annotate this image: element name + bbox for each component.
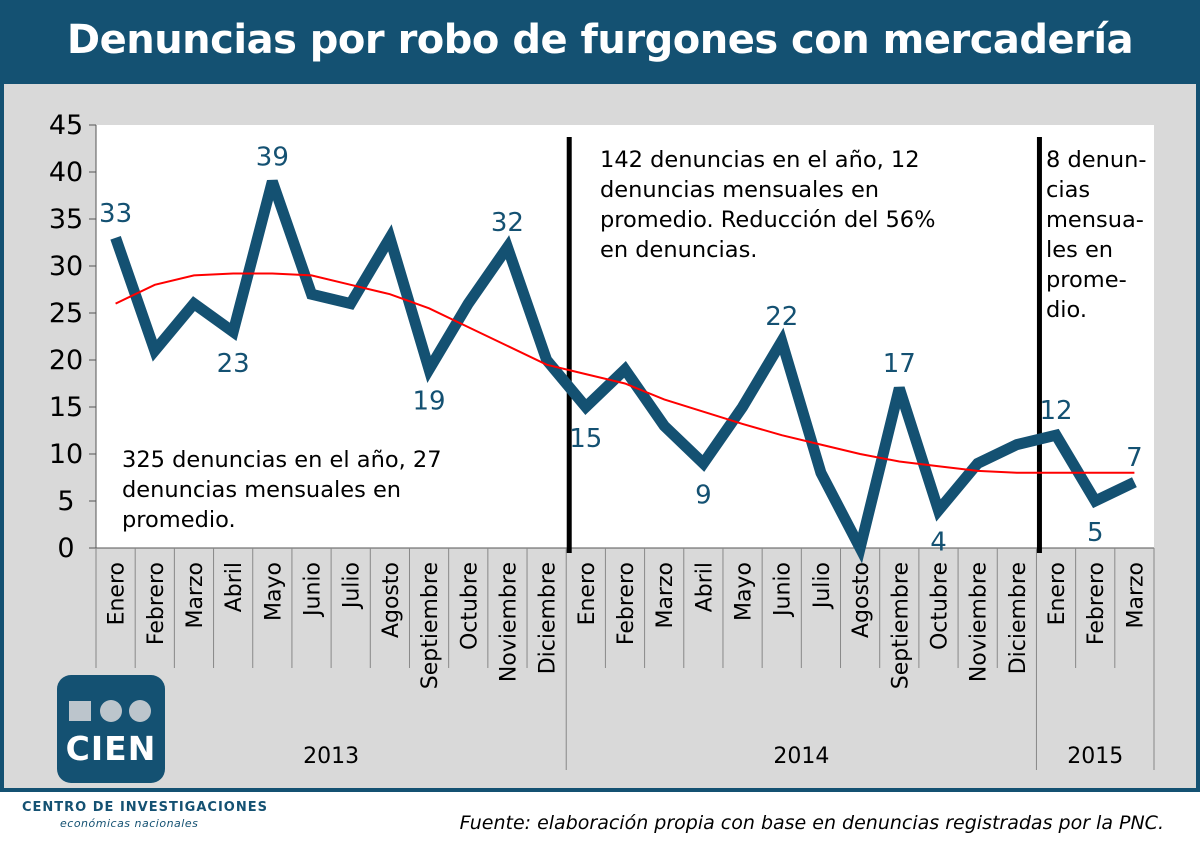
y-tick-label: 40 xyxy=(49,157,83,188)
x-tick-label: Mayo xyxy=(732,562,757,621)
x-tick-label: Agosto xyxy=(849,562,874,638)
x-tick-label: Octubre xyxy=(457,562,482,650)
org-line-2: económicas nacionales xyxy=(60,817,199,830)
annotation-2013: 325 denuncias en el año, 27 denuncias men… xyxy=(122,445,442,535)
x-tick-label: Abril xyxy=(692,562,717,612)
x-tick-label: Octubre xyxy=(927,562,952,650)
year-label: 2015 xyxy=(1067,744,1123,769)
data-label: 33 xyxy=(99,199,132,229)
annotation-line: dio. xyxy=(1046,297,1088,323)
x-tick-label: Julio xyxy=(340,562,365,610)
y-tick-label: 45 xyxy=(49,110,83,141)
x-tick-label: Enero xyxy=(1045,562,1070,625)
org-line-1: CENTRO DE INVESTIGACIONES xyxy=(22,800,268,815)
org-name: CENTRO DE INVESTIGACIONES económicas nac… xyxy=(22,800,268,830)
x-tick-label: Mayo xyxy=(261,562,286,621)
annotation-line: denuncias mensuales en xyxy=(122,477,402,503)
x-tick-label: Marzo xyxy=(653,562,678,629)
x-tick-label: Noviembre xyxy=(496,562,521,682)
annotation-2015: 8 denun-cias mensua-les en prome-dio. xyxy=(1046,145,1147,325)
data-label: 15 xyxy=(569,424,602,454)
year-label: 2013 xyxy=(303,744,359,769)
cien-logo: CIEN xyxy=(57,675,165,783)
x-tick-label: Septiembre xyxy=(888,562,913,689)
footer xyxy=(0,792,1200,851)
data-label: 7 xyxy=(1126,443,1143,473)
x-tick-label: Marzo xyxy=(183,562,208,629)
data-label: 39 xyxy=(256,142,289,172)
annotation-line: mensua- xyxy=(1046,207,1144,233)
x-tick-label: Noviembre xyxy=(967,562,992,682)
annotation-line: denuncias mensuales en xyxy=(600,177,880,203)
y-tick-label: 20 xyxy=(49,345,83,376)
y-tick-label: 15 xyxy=(49,392,83,423)
x-tick-label: Enero xyxy=(575,562,600,625)
annotation-line: en denuncias. xyxy=(600,237,758,263)
year-label: 2014 xyxy=(773,744,829,769)
annotation-line: 325 denuncias en el año, 27 xyxy=(122,447,442,473)
x-tick-label: Diciembre xyxy=(1006,562,1031,674)
data-label: 22 xyxy=(765,302,798,332)
x-tick-label: Diciembre xyxy=(536,562,561,674)
x-tick-label: Junio xyxy=(771,562,796,618)
annotation-line: 142 denuncias en el año, 12 xyxy=(600,147,920,173)
series-line-trend xyxy=(115,272,1135,474)
series-line-monthly xyxy=(110,179,1137,564)
x-tick-label: Septiembre xyxy=(418,562,443,689)
data-label: 23 xyxy=(217,349,250,379)
data-label: 17 xyxy=(883,349,916,379)
y-tick-label: 5 xyxy=(57,486,74,517)
logo-shapes xyxy=(69,700,151,722)
source-note: Fuente: elaboración propia con base en d… xyxy=(459,812,1164,834)
x-tick-label: Enero xyxy=(105,562,130,625)
y-tick-label: 25 xyxy=(49,298,83,329)
x-tick-label: Febrero xyxy=(614,562,639,645)
data-label: 32 xyxy=(491,208,524,238)
annotation-line: 8 denun- xyxy=(1046,147,1147,173)
annotation-line: prome- xyxy=(1046,267,1127,293)
annotation-line: promedio. xyxy=(122,507,236,533)
data-label: 19 xyxy=(413,386,446,416)
x-tick-label: Julio xyxy=(810,562,835,610)
y-tick-label: 35 xyxy=(49,204,83,235)
annotation-2014: 142 denuncias en el año, 12 denuncias men… xyxy=(600,145,936,265)
data-label: 5 xyxy=(1087,518,1104,548)
annotation-line: promedio. Reducción del 56% xyxy=(600,207,936,233)
x-tick-label: Junio xyxy=(301,562,326,618)
data-label: 4 xyxy=(930,527,947,557)
y-tick-label: 30 xyxy=(49,251,83,282)
x-tick-label: Abril xyxy=(222,562,247,612)
data-label: 9 xyxy=(695,480,712,510)
y-tick-label: 10 xyxy=(49,439,83,470)
logo-text: CIEN xyxy=(65,729,157,768)
data-label: 12 xyxy=(1039,396,1072,426)
x-tick-label: Febrero xyxy=(144,562,169,645)
x-tick-label: Marzo xyxy=(1123,562,1148,629)
y-tick-label: 0 xyxy=(57,533,74,564)
chart-title: Denuncias por robo de furgones con merca… xyxy=(0,0,1200,80)
annotation-line: cias xyxy=(1046,177,1091,203)
x-tick-label: Febrero xyxy=(1084,562,1109,645)
x-tick-label: Agosto xyxy=(379,562,404,638)
annotation-line: les en xyxy=(1046,237,1114,263)
